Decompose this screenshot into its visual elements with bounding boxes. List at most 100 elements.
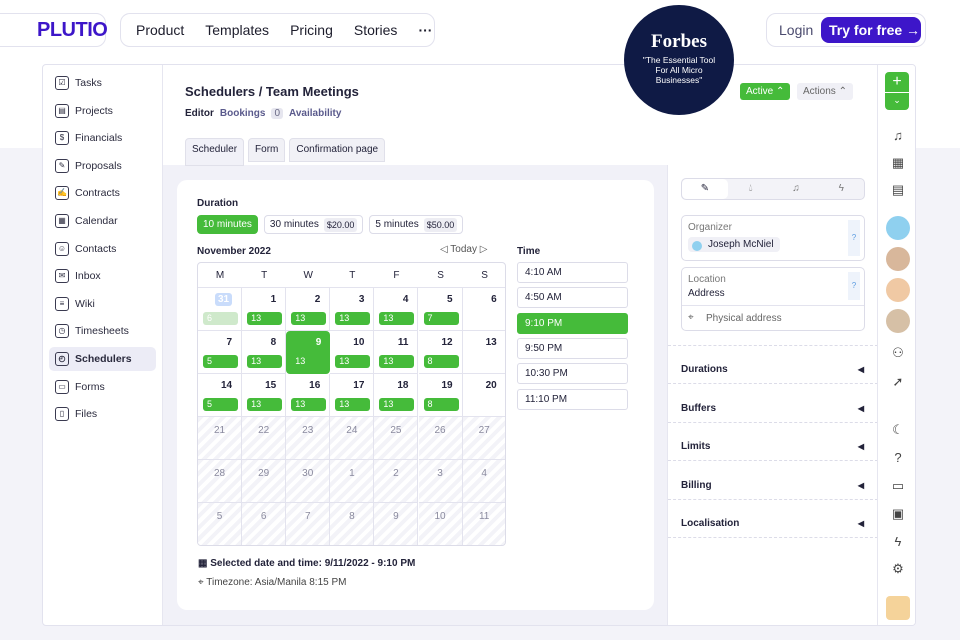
calendar-day[interactable]: 1 13: [242, 288, 287, 331]
sidebar-item-forms[interactable]: ▭ Forms: [49, 375, 156, 399]
sidebar-item-proposals[interactable]: ✎ Proposals: [49, 154, 156, 178]
nav-stories[interactable]: Stories: [353, 22, 398, 38]
plutio-logo[interactable]: PLUTIO: [37, 19, 108, 41]
settings-icon[interactable]: ⚙: [892, 561, 904, 576]
user-avatar[interactable]: [886, 596, 910, 620]
calendar-day[interactable]: 6: [462, 288, 505, 331]
nav-more[interactable]: ···: [418, 22, 433, 38]
nav-templates[interactable]: Templates: [205, 22, 270, 38]
sidebar-item-inbox[interactable]: ✉ Inbox: [49, 264, 156, 288]
sidebar-item-projects[interactable]: ▤ Projects: [49, 99, 156, 123]
sidebar-item-financials[interactable]: $ Financials: [49, 126, 156, 150]
actions-dropdown[interactable]: Actions ⌃: [797, 83, 853, 100]
collapse-icon[interactable]: ◀: [857, 403, 864, 413]
calendar-day[interactable]: 11 13: [374, 331, 419, 374]
time-slot[interactable]: 4:10 AM: [517, 262, 628, 283]
calendar-day[interactable]: 3 13: [330, 288, 375, 331]
sidebar-item-tasks[interactable]: ☑ Tasks: [49, 71, 156, 95]
time-slot[interactable]: 11:10 PM: [517, 388, 628, 410]
collapse-icon[interactable]: ◀: [857, 480, 864, 490]
chevron-down-icon[interactable]: ⌄: [885, 92, 909, 107]
today-nav[interactable]: ◁ Today ▷: [440, 244, 487, 255]
bell-icon[interactable]: ♫: [792, 183, 800, 194]
calendar-day[interactable]: 2 13: [286, 288, 331, 331]
bell-icon[interactable]: ♫: [893, 128, 903, 143]
physical-address-input[interactable]: Physical address: [706, 313, 782, 324]
rocket-icon[interactable]: ➚: [892, 374, 904, 389]
archive-icon[interactable]: ▣: [891, 506, 905, 521]
lightning-icon[interactable]: ϟ: [838, 183, 844, 194]
calendar-day[interactable]: 10 13: [330, 331, 375, 374]
calendar-day[interactable]: 31 6: [198, 288, 243, 331]
organizer-chip[interactable]: Joseph McNiel: [688, 237, 780, 252]
editor-link[interactable]: Editor: [185, 108, 214, 119]
lightning-icon[interactable]: ϟ: [894, 534, 902, 549]
edit-icon[interactable]: ✎: [682, 179, 728, 199]
availability-link[interactable]: Availability: [289, 108, 342, 119]
tab-scheduler[interactable]: Scheduler: [185, 138, 245, 166]
calendar-day[interactable]: 19 8: [418, 374, 463, 417]
calendar-icon[interactable]: ▦: [891, 155, 905, 170]
notes-icon[interactable]: ▤: [891, 182, 905, 197]
tab-form[interactable]: Form: [248, 138, 286, 162]
add-button[interactable]: + ⌄: [885, 72, 909, 110]
status-dropdown[interactable]: Active ⌃: [740, 83, 791, 100]
calendar-day[interactable]: 17 13: [330, 374, 375, 417]
next-icon[interactable]: ▷: [476, 244, 488, 255]
try-free-button[interactable]: Try for free →: [821, 17, 921, 43]
sidebar-item-calendar[interactable]: ▦ Calendar: [49, 209, 156, 233]
calendar-day[interactable]: 9 13: [286, 331, 331, 374]
time-slot[interactable]: 9:50 PM: [517, 337, 628, 359]
collapse-icon[interactable]: ◀: [857, 519, 864, 529]
help-icon[interactable]: ?: [894, 450, 902, 465]
add-user-icon[interactable]: ⚇: [892, 345, 904, 360]
section-buffers[interactable]: Buffers ◀: [668, 385, 878, 423]
time-slot[interactable]: 9:10 PM: [517, 312, 628, 334]
calendar-day[interactable]: 14 5: [198, 374, 243, 417]
avatar[interactable]: [886, 309, 910, 333]
sidebar-item-timesheets[interactable]: ◷ Timesheets: [49, 319, 156, 343]
drop-icon[interactable]: 💧︎: [748, 183, 753, 194]
prev-icon[interactable]: ◁: [440, 244, 451, 255]
time-slot[interactable]: 4:50 AM: [517, 287, 628, 309]
bookings-link[interactable]: Bookings: [219, 108, 266, 119]
moon-icon[interactable]: ☾: [892, 422, 904, 437]
sidebar-item-schedulers[interactable]: ◴ Schedulers: [49, 347, 156, 371]
nav-pricing[interactable]: Pricing: [290, 22, 333, 38]
folder-icon[interactable]: ▭: [891, 478, 905, 493]
calendar-day[interactable]: 4 13: [374, 288, 419, 331]
calendar-day[interactable]: 18 13: [374, 374, 419, 417]
avatar[interactable]: [886, 278, 910, 302]
calendar-day[interactable]: 13: [462, 331, 505, 374]
calendar-day[interactable]: 20: [462, 374, 505, 417]
avatar[interactable]: [886, 247, 910, 271]
calendar-day[interactable]: 16 13: [286, 374, 331, 417]
sidebar-item-contracts[interactable]: ✍ Contracts: [49, 181, 156, 205]
calendar-day[interactable]: 8 13: [242, 331, 287, 374]
section-localisation[interactable]: Localisation ◀: [668, 500, 878, 539]
time-slot[interactable]: 10:30 PM: [517, 363, 628, 385]
organizer-field[interactable]: Organizer Joseph McNiel ?: [681, 215, 865, 261]
sidebar-item-wiki[interactable]: ≡ Wiki: [49, 292, 156, 316]
duration-option[interactable]: 5 minutes $50.00: [369, 215, 464, 234]
avatar[interactable]: [886, 216, 910, 240]
collapse-icon[interactable]: ◀: [857, 442, 864, 452]
section-durations[interactable]: Durations ◀: [668, 346, 878, 384]
tab-confirmation[interactable]: Confirmation page: [289, 138, 386, 162]
section-billing[interactable]: Billing ◀: [668, 462, 878, 500]
collapse-icon[interactable]: ◀: [857, 365, 864, 374]
today-button[interactable]: Today: [450, 244, 477, 255]
nav-product[interactable]: Product: [136, 22, 185, 38]
login-link[interactable]: Login: [779, 22, 814, 38]
location-field[interactable]: Location Address ? ⌖ Physical address: [681, 267, 865, 331]
duration-option[interactable]: 10 minutes: [197, 215, 258, 234]
duration-option[interactable]: 30 minutes $20.00: [263, 215, 364, 234]
help-icon[interactable]: ?: [848, 220, 860, 256]
section-limits[interactable]: Limits ◀: [668, 423, 878, 462]
calendar-day[interactable]: 12 8: [418, 331, 463, 374]
help-icon[interactable]: ?: [848, 272, 860, 300]
calendar-day[interactable]: 15 13: [242, 374, 287, 417]
sidebar-item-contacts[interactable]: ☺ Contacts: [49, 237, 156, 261]
